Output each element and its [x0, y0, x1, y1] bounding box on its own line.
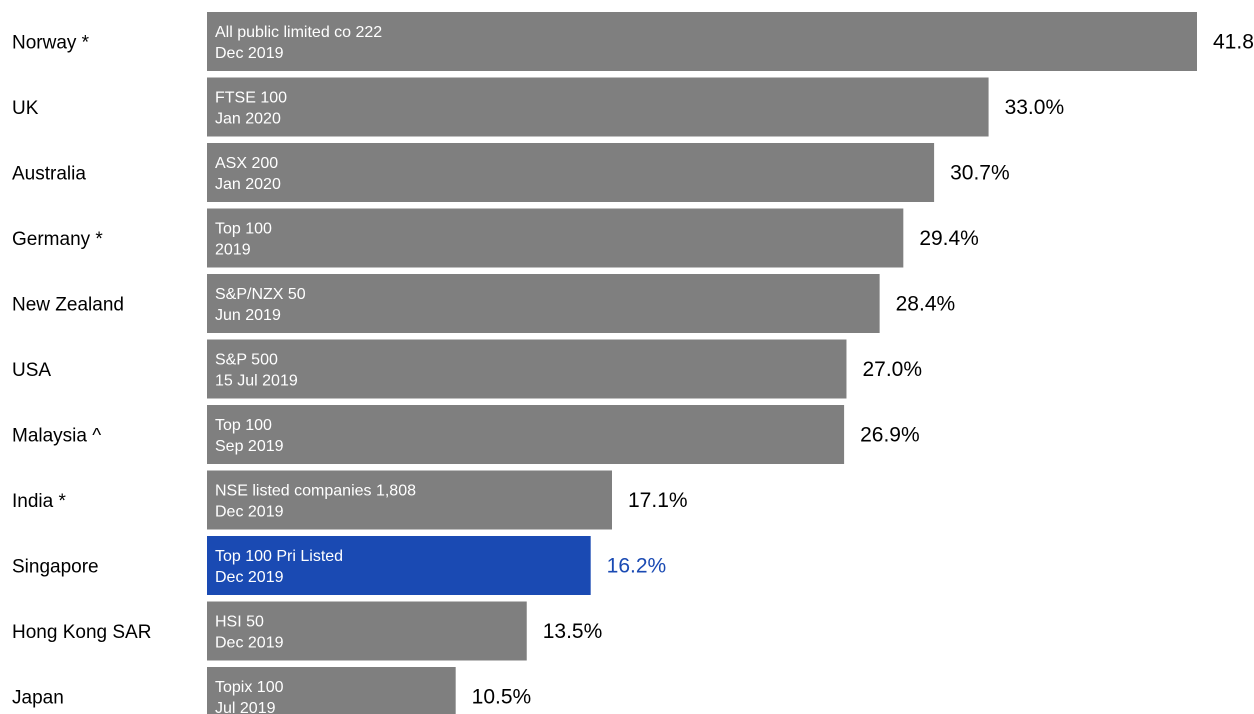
bar-date-label: Sep 2019 — [215, 438, 284, 455]
bar-row: UK FTSE 100 Jan 2020 33.0% — [12, 77, 1065, 137]
bar — [207, 208, 904, 268]
bar-row: Hong Kong SAR HSI 50 Dec 2019 13.5% — [12, 601, 603, 661]
category-label: UK — [12, 98, 39, 119]
category-label: Australia — [12, 164, 86, 185]
bar-row: Japan Topix 100 Jul 2019 10.5% — [12, 667, 531, 714]
category-label: Norway * — [12, 33, 90, 54]
bar-index-label: All public limited co 222 — [215, 24, 382, 41]
bar-row: USA S&P 500 15 Jul 2019 27.0% — [12, 339, 922, 399]
bar-index-label: S&P/NZX 50 — [215, 286, 306, 303]
bar-date-label: Jan 2020 — [215, 111, 281, 128]
bar-index-label: Top 100 Pri Listed — [215, 548, 343, 565]
value-label: 16.2% — [607, 555, 667, 578]
bar-date-label: Jun 2019 — [215, 307, 281, 324]
bar-date-label: Dec 2019 — [215, 45, 284, 62]
bar — [207, 12, 1197, 71]
category-label: Hong Kong SAR — [12, 622, 151, 643]
value-label: 33.0% — [1005, 96, 1065, 119]
category-label: Germany * — [12, 229, 103, 250]
bar — [207, 274, 880, 333]
bar-row: Singapore Top 100 Pri Listed Dec 2019 16.2% — [12, 536, 666, 595]
bar-row: India * NSE listed companies 1,808 Dec 201… — [12, 470, 688, 530]
category-label: Singapore — [12, 557, 99, 578]
bar-row: Australia ASX 200 Jan 2020 30.7% — [12, 143, 1010, 202]
category-label: New Zealand — [12, 295, 124, 316]
bar — [207, 405, 845, 464]
bar — [207, 77, 989, 137]
bar-date-label: Dec 2019 — [215, 569, 284, 586]
bar-index-label: HSI 50 — [215, 614, 264, 631]
bar — [207, 667, 456, 714]
bar — [207, 470, 612, 530]
value-label: 17.1% — [628, 489, 688, 512]
value-label: 10.5% — [472, 686, 532, 709]
value-label: 29.4% — [919, 227, 979, 250]
bar-date-label: 15 Jul 2019 — [215, 373, 298, 390]
value-label: 28.4% — [896, 293, 956, 316]
category-label: India * — [12, 491, 66, 512]
category-label: Malaysia ^ — [12, 426, 101, 447]
bar-date-label: 2019 — [215, 242, 251, 259]
bar-index-label: NSE listed companies 1,808 — [215, 483, 416, 500]
bar — [207, 143, 935, 202]
bar-row: Norway * All public limited co 222 Dec 201… — [12, 12, 1254, 71]
bar-index-label: Top 100 — [215, 417, 272, 434]
bar-date-label: Jan 2020 — [215, 176, 281, 193]
bar-index-label: FTSE 100 — [215, 90, 287, 107]
bar-index-label: S&P 500 — [215, 352, 278, 369]
bar-date-label: Jul 2019 — [215, 700, 276, 714]
bar-row: Germany * Top 100 2019 29.4% — [12, 208, 979, 268]
value-label: 41.8% — [1213, 31, 1254, 54]
bar-index-label: Top 100 — [215, 221, 272, 238]
bar — [207, 339, 847, 399]
category-label: USA — [12, 360, 51, 381]
value-label: 27.0% — [862, 358, 922, 381]
value-label: 30.7% — [950, 162, 1010, 185]
bar — [207, 601, 527, 661]
category-label: Japan — [12, 688, 64, 709]
bar-index-label: Topix 100 — [215, 679, 284, 696]
bar-index-label: ASX 200 — [215, 155, 278, 172]
value-label: 26.9% — [860, 424, 920, 447]
value-label: 13.5% — [543, 620, 603, 643]
highlighted-bar — [207, 536, 591, 595]
bar-row: New Zealand S&P/NZX 50 Jun 2019 28.4% — [12, 274, 955, 333]
bar-date-label: Dec 2019 — [215, 504, 284, 521]
bar-date-label: Dec 2019 — [215, 635, 284, 652]
bar-row: Malaysia ^ Top 100 Sep 2019 26.9% — [12, 405, 920, 464]
